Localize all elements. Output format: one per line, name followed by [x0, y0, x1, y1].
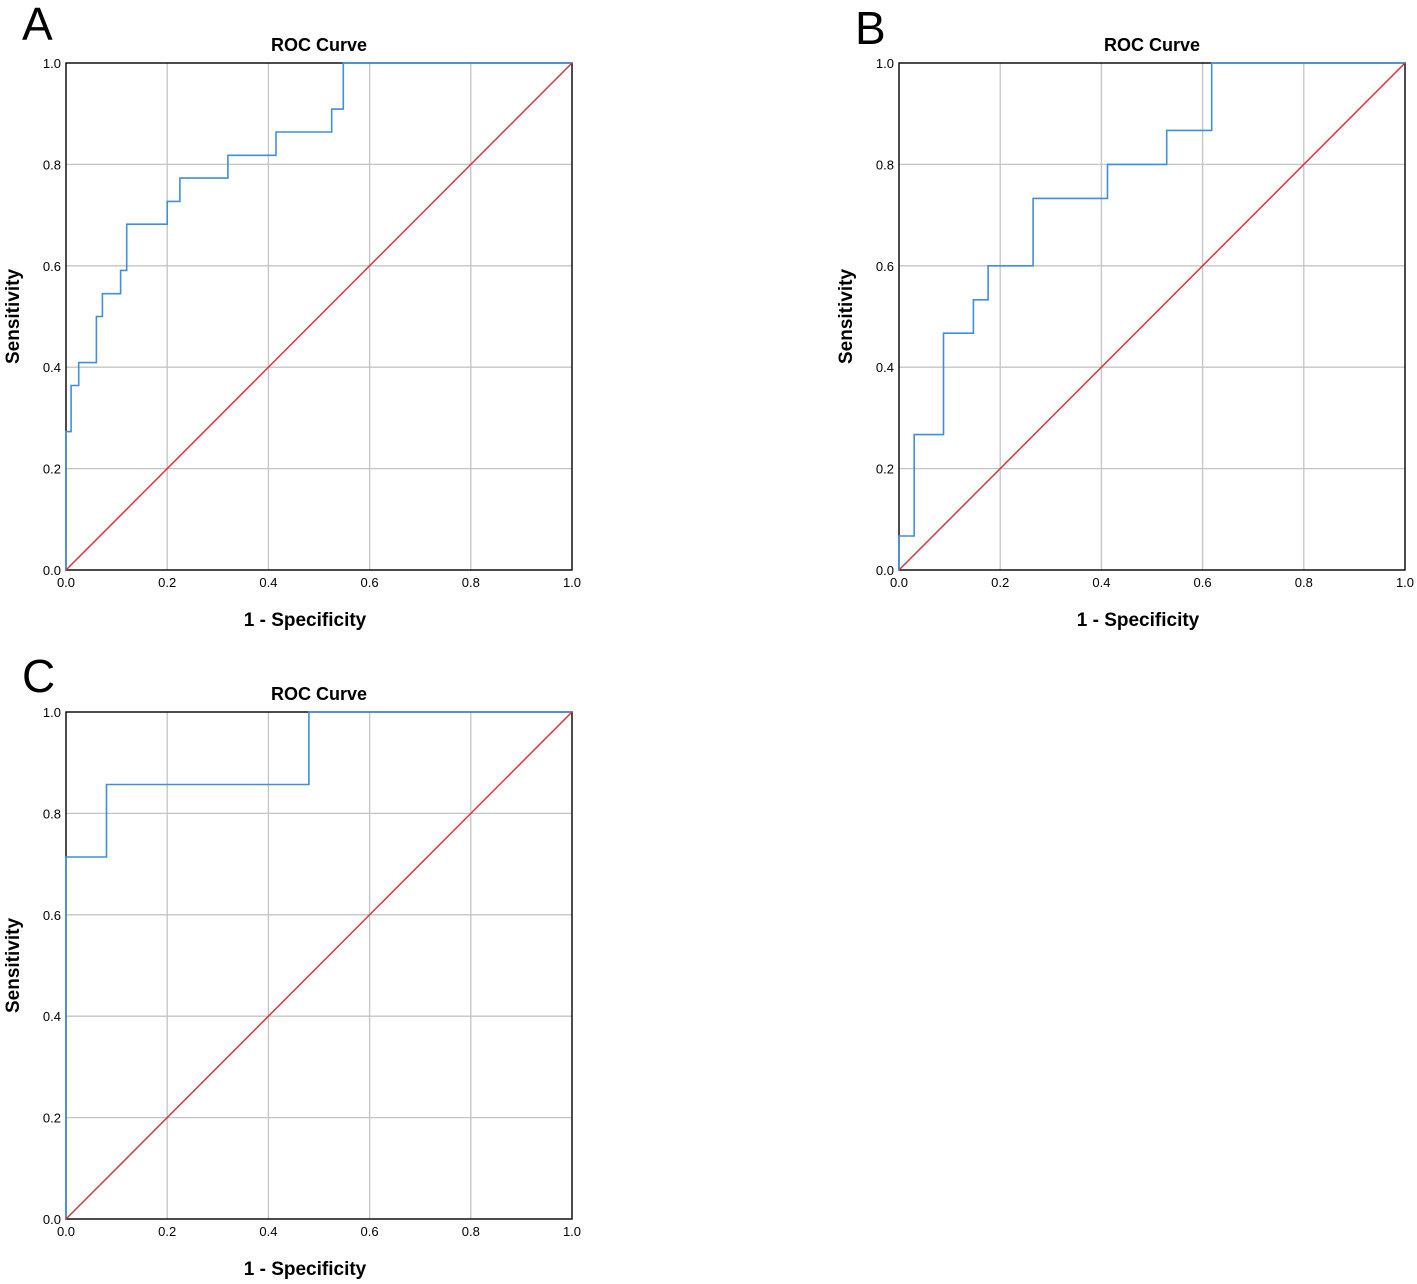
roc-curve-line [898, 62, 1405, 570]
x-axis-label: 1 - Specificity [1077, 610, 1200, 631]
x-tick-label: 0.8 [462, 1224, 480, 1239]
roc-panel-a: A ROC Curve 0.00.0 0.2 0.2 0.4 0.4 0.6 0.6 0.8 0.8… [3, 0, 581, 631]
y-tick-label: 0.8 [43, 157, 61, 172]
y-tick-label: 1.0 [43, 56, 61, 71]
panel-letter: B [855, 2, 886, 54]
reference-diagonal-line [65, 62, 573, 571]
x-tick-label: 0.0 [57, 1224, 75, 1239]
plot-frame [898, 62, 1406, 571]
chart-title: ROC Curve [271, 684, 367, 704]
x-tick-label: 0.4 [1092, 575, 1110, 590]
y-tick-label: 0.6 [43, 259, 61, 274]
roc-panel-b: B ROC Curve 0.00.0 0.2 0.2 0.4 0.4 0.6 0.6 0.8 0.8… [836, 2, 1414, 631]
x-tick-label: 0.4 [259, 1224, 277, 1239]
x-tick-label: 0.8 [1295, 575, 1313, 590]
panel-letter: A [22, 0, 53, 50]
x-tick-label: 0.0 [57, 575, 75, 590]
x-tick-label: 0.2 [158, 575, 176, 590]
y-tick-label: 0.4 [876, 360, 894, 375]
x-axis-label: 1 - Specificity [244, 610, 367, 631]
x-tick-label: 1.0 [563, 1224, 581, 1239]
chart-title: ROC Curve [271, 35, 367, 55]
roc-curve-line [65, 62, 572, 570]
x-tick-label: 0.8 [462, 575, 480, 590]
x-axis-label: 1 - Specificity [244, 1259, 367, 1280]
y-tick-label: 0.0 [43, 1212, 61, 1227]
x-tick-label: 1.0 [563, 575, 581, 590]
y-tick-label: 0.2 [43, 462, 61, 477]
plot-frame [65, 62, 573, 571]
chart-title: ROC Curve [1104, 35, 1200, 55]
y-tick-label: 1.0 [43, 705, 61, 720]
y-tick-label: 0.4 [43, 360, 61, 375]
x-tick-label: 0.2 [158, 1224, 176, 1239]
y-tick-label: 1.0 [876, 56, 894, 71]
roc-panel-c: C ROC Curve 0.00.0 0.2 0.2 0.4 0.4 0.6 0.6 0.8 0.8… [3, 650, 581, 1280]
y-axis-label: Sensitivity [3, 269, 24, 364]
x-tick-label: 0.2 [991, 575, 1009, 590]
y-tick-label: 0.2 [876, 462, 894, 477]
y-tick-label: 0.6 [43, 908, 61, 923]
panel-letter: C [22, 650, 55, 702]
x-tick-label: 0.0 [890, 575, 908, 590]
x-tick-label: 0.4 [259, 575, 277, 590]
y-tick-label: 0.0 [876, 563, 894, 578]
y-tick-label: 0.8 [43, 806, 61, 821]
y-axis-label: Sensitivity [3, 918, 24, 1013]
reference-diagonal-line [898, 62, 1406, 571]
y-tick-label: 0.4 [43, 1009, 61, 1024]
y-axis-label: Sensitivity [836, 269, 857, 364]
x-tick-label: 0.6 [361, 575, 379, 590]
y-tick-label: 0.6 [876, 259, 894, 274]
x-tick-label: 0.6 [1194, 575, 1212, 590]
roc-curve-line [65, 711, 572, 1219]
y-tick-label: 0.0 [43, 563, 61, 578]
x-tick-label: 1.0 [1396, 575, 1414, 590]
y-tick-label: 0.2 [43, 1111, 61, 1126]
reference-diagonal-line [65, 711, 573, 1220]
y-tick-label: 0.8 [876, 157, 894, 172]
x-tick-label: 0.6 [361, 1224, 379, 1239]
